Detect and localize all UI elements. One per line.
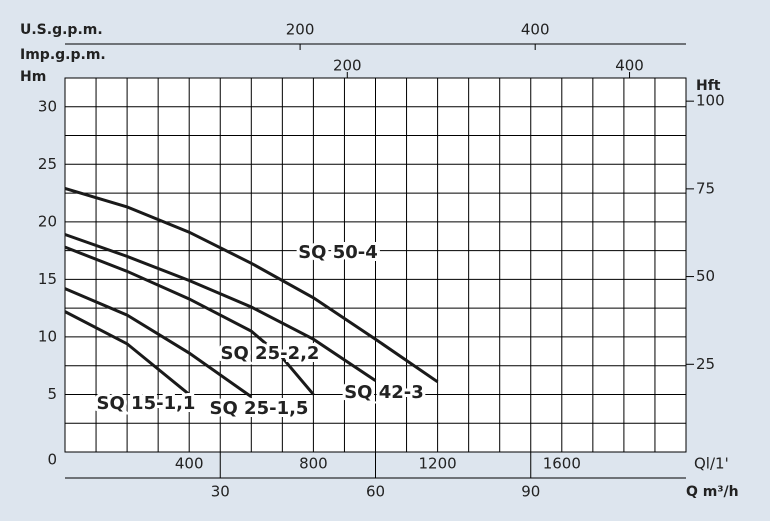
y-tick-label: 20 (38, 212, 57, 230)
y-axis-label: Hm (20, 69, 46, 85)
y-tick-label: 5 (47, 385, 57, 403)
x-axis-label: Ql/1' (694, 455, 729, 473)
x2-axis-label: Q m³/h (686, 484, 739, 500)
x2-axis-label: Imp.g.p.m. (20, 47, 106, 63)
y2-tick-label: 75 (696, 179, 715, 197)
y2-tick-label: 100 (696, 92, 725, 110)
curve-label: SQ 25-1,5 (210, 398, 309, 419)
curve (64, 187, 439, 384)
curve (64, 245, 315, 396)
x2-tick-label: 90 (521, 483, 540, 501)
x-tick-label: 1600 (543, 455, 581, 473)
x2-tick-label: 30 (211, 483, 230, 501)
curve-label: SQ 25-2,2 (221, 343, 320, 364)
curve-label: SQ 42-3 (344, 382, 424, 403)
x2-tick-label: 200 (333, 57, 362, 75)
y2-tick-label: 50 (696, 267, 715, 285)
x-tick-label: 400 (175, 455, 204, 473)
y-tick-label: 30 (38, 97, 57, 115)
x2-tick-label: 60 (366, 483, 385, 501)
y-tick-label: 25 (38, 155, 57, 173)
curve (64, 310, 191, 396)
x2-tick-label: 400 (521, 21, 550, 39)
x2-axis-label: U.S.g.p.m. (20, 22, 103, 38)
y-tick-label: 0 (47, 451, 57, 469)
y-tick-label: 15 (38, 270, 57, 288)
curve-label: SQ 50-4 (298, 242, 378, 263)
y2-axis-label: Hft (696, 78, 721, 94)
y-tick-label: 10 (38, 327, 57, 345)
curve (64, 287, 253, 398)
curve-label: SQ 15-1,1 (97, 393, 196, 414)
y2-tick-label: 25 (696, 355, 715, 373)
x2-tick-label: 400 (615, 57, 644, 75)
curve (64, 233, 377, 382)
x2-tick-label: 200 (286, 21, 315, 39)
x-tick-label: 800 (299, 455, 328, 473)
x-tick-label: 1200 (419, 455, 457, 473)
